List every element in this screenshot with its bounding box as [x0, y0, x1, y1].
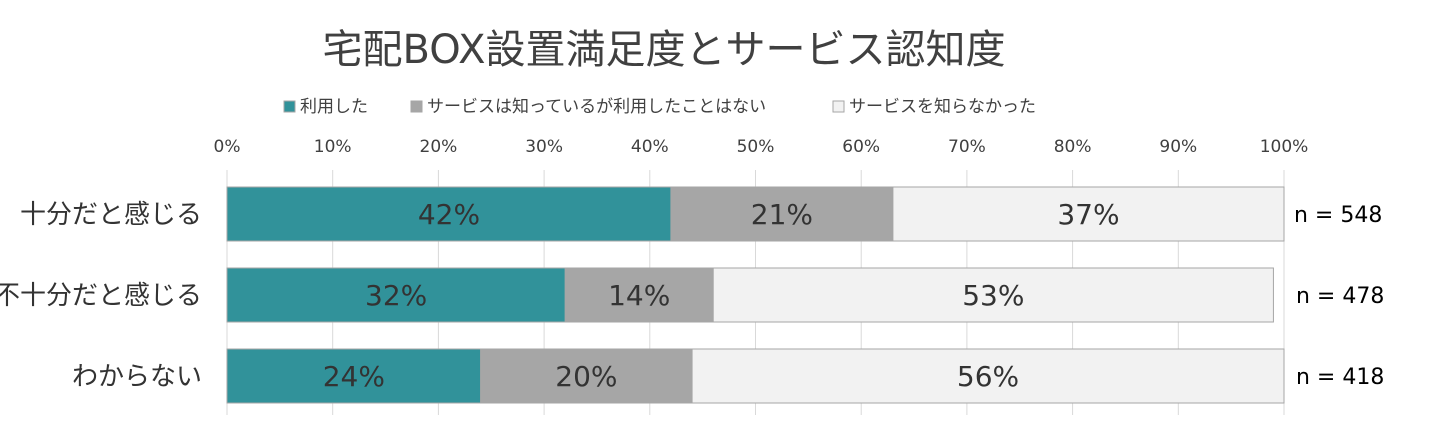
bar-segment — [691, 348, 1285, 404]
x-tick-label: 90% — [1159, 137, 1197, 157]
legend-swatch — [283, 100, 296, 113]
x-tick-label: 60% — [842, 137, 880, 157]
bar-segment — [226, 267, 566, 323]
x-tick-label: 50% — [737, 137, 775, 157]
legend-label: 利用した — [300, 97, 368, 117]
bar-segment — [712, 267, 1274, 323]
legend-swatch — [410, 100, 423, 113]
data-label: 32% — [365, 279, 427, 312]
bar-segment — [564, 267, 714, 323]
data-label: 53% — [962, 279, 1024, 312]
legend: 利用した サービスは知っているが利用したことはない サービスを知らなかった — [283, 97, 1036, 117]
n-label: n = 418 — [1296, 365, 1384, 390]
x-tick-label: 20% — [420, 137, 458, 157]
bar-segment — [226, 186, 672, 242]
bar-segment — [226, 348, 482, 404]
x-tick-label: 70% — [948, 137, 986, 157]
data-label: 24% — [323, 360, 385, 393]
n-label: n = 478 — [1296, 284, 1384, 309]
data-label: 21% — [751, 198, 813, 231]
x-tick-label: 40% — [631, 137, 669, 157]
x-axis-ticks: 0% 10% 20% 30% 40% 50% 60% 70% 80% 90% 100% — [214, 137, 1309, 157]
chart-title: 宅配BOX設置満足度とサービス認知度 — [322, 27, 1005, 73]
data-label: 42% — [418, 198, 480, 231]
x-tick-label: 10% — [314, 137, 352, 157]
bars: 42% 21% 37% 32% 14% 53% 24% 20% 56% — [226, 186, 1285, 404]
category-label: 不十分だと感じる — [0, 281, 202, 311]
x-tick-label: 30% — [525, 137, 563, 157]
n-labels: n = 548 n = 478 n = 418 — [1294, 203, 1384, 390]
category-label: 十分だと感じる — [20, 200, 202, 230]
x-tick-label: 0% — [214, 137, 241, 157]
legend-label: サービスを知らなかった — [849, 97, 1036, 117]
x-tick-label: 100% — [1260, 137, 1309, 157]
bar-segment — [670, 186, 894, 242]
data-label: 14% — [608, 279, 670, 312]
legend-swatch — [832, 100, 845, 113]
x-tick-label: 80% — [1054, 137, 1092, 157]
legend-label: サービスは知っているが利用したことはない — [427, 97, 766, 117]
data-label: 56% — [957, 360, 1019, 393]
data-label: 37% — [1057, 198, 1119, 231]
data-label: 20% — [555, 360, 617, 393]
bar-segment — [892, 186, 1285, 242]
category-label: わからない — [72, 362, 202, 392]
n-label: n = 548 — [1294, 203, 1382, 228]
